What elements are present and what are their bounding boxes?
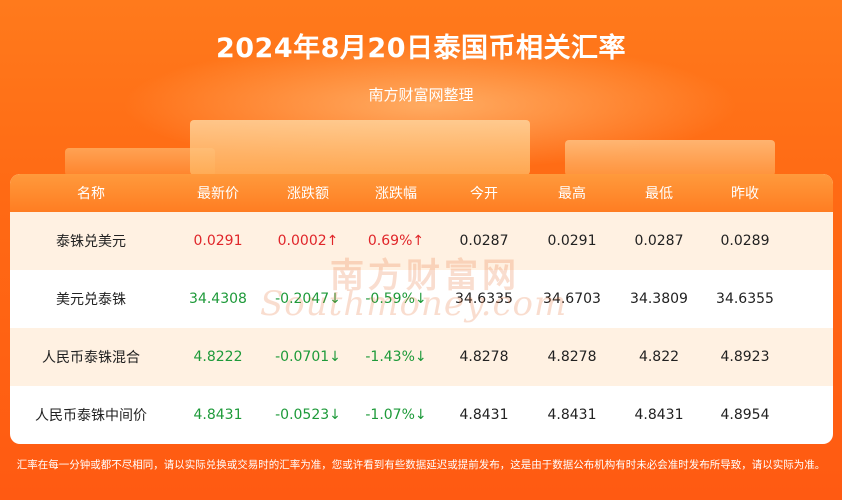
cell-high: 34.6703 [543,291,601,307]
cell-low: 4.8431 [634,407,684,423]
cell-open: 0.0287 [459,233,509,249]
cell-change: -0.2047↓ [275,291,341,307]
column-header-high: 最高 [558,186,586,202]
cell-prev-close: 0.0289 [720,233,770,249]
cell-latest: 4.8222 [193,349,243,365]
table-row: 人民币泰铢混合 4.8222 -0.0701↓ -1.43%↓ 4.8278 4… [10,328,833,386]
decorative-block-left [65,148,215,176]
cell-open: 4.8278 [459,349,509,365]
cell-latest: 34.4308 [189,291,247,307]
cell-high: 0.0291 [547,233,597,249]
cell-low: 4.822 [638,349,680,365]
cell-open: 34.6335 [455,291,513,307]
column-header-change: 涨跌额 [287,186,329,202]
cell-change-pct: 0.69%↑ [367,233,425,249]
column-header-latest: 最新价 [197,186,239,202]
cell-change-pct: -1.07%↓ [365,407,427,423]
page-title: 2024年8月20日泰国币相关汇率 [215,33,626,64]
table-header-row: 名称 最新价 涨跌额 涨跌幅 今开 最高 最低 昨收 [10,174,833,212]
cell-latest: 0.0291 [193,233,243,249]
cell-change: -0.0701↓ [275,349,341,365]
cell-name: 泰铢兑美元 [56,234,126,250]
column-header-name: 名称 [77,186,105,202]
decorative-block-center [190,120,530,175]
cell-prev-close: 4.8923 [720,349,770,365]
cell-prev-close: 34.6355 [716,291,774,307]
table-row: 美元兑泰铢 34.4308 -0.2047↓ -0.59%↓ 34.6335 3… [10,270,833,328]
cell-high: 4.8278 [547,349,597,365]
cell-change: -0.0523↓ [275,407,341,423]
exchange-rate-table: 名称 最新价 涨跌额 涨跌幅 今开 最高 最低 昨收 泰铢兑美元 0.0291 … [10,174,833,444]
cell-name: 人民币泰铢中间价 [35,408,147,424]
column-header-change-pct: 涨跌幅 [375,186,417,202]
cell-open: 4.8431 [459,407,509,423]
cell-high: 4.8431 [547,407,597,423]
table-row: 泰铢兑美元 0.0291 0.0002↑ 0.69%↑ 0.0287 0.029… [10,212,833,270]
table-row: 人民币泰铢中间价 4.8431 -0.0523↓ -1.07%↓ 4.8431 … [10,386,833,444]
cell-latest: 4.8431 [193,407,243,423]
cell-low: 0.0287 [634,233,684,249]
cell-change: 0.0002↑ [277,233,339,249]
cell-low: 34.3809 [630,291,688,307]
disclaimer-note: 汇率在每一分钟或都不尽相同，请以实际兑换或交易时的汇率为准，您或许看到有些数据延… [16,459,826,471]
page-subtitle: 南方财富网整理 [368,86,474,104]
column-header-open: 今开 [470,186,498,202]
cell-name: 美元兑泰铢 [56,292,126,308]
decorative-block-right [565,140,775,176]
cell-change-pct: -0.59%↓ [365,291,427,307]
cell-change-pct: -1.43%↓ [365,349,427,365]
column-header-prev-close: 昨收 [731,186,759,202]
cell-name: 人民币泰铢混合 [42,350,140,366]
cell-prev-close: 4.8954 [720,407,770,423]
column-header-low: 最低 [645,186,673,202]
